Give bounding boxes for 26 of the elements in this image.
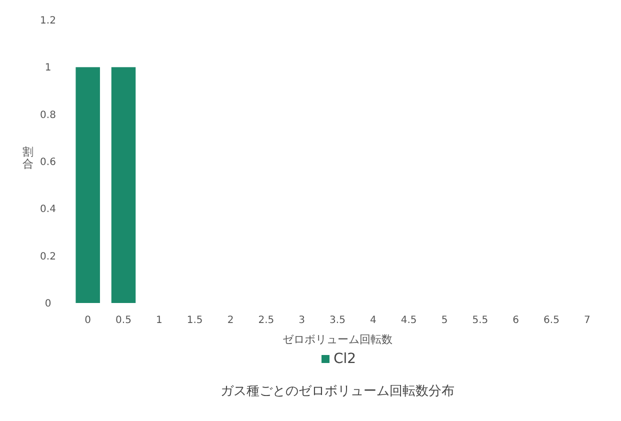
x-tick-label: 1	[156, 315, 162, 326]
y-tick-label: 0.6	[40, 157, 56, 168]
y-tick-label: 0.4	[40, 204, 56, 216]
x-tick-label: 4.5	[400, 315, 417, 326]
x-tick-label: 3	[298, 315, 306, 326]
x-tick-label: 5	[441, 315, 448, 326]
legend-label: Cl2	[334, 351, 356, 367]
text: ガス種ごとのゼロボリューム回転数分布	[220, 384, 454, 399]
x-tick-label: 7	[584, 315, 590, 326]
x-axis-title: ゼロボリューム回転数	[282, 333, 392, 346]
x-tick-label: 6.5	[544, 315, 560, 326]
x-tick-label: 1.5	[186, 315, 203, 326]
x-tick-label: 4	[370, 315, 376, 326]
x-tick-label: 6	[512, 315, 520, 326]
x-tick-label: 5.5	[472, 315, 488, 326]
y-tick-label: 0.8	[40, 110, 56, 121]
y-axis-title: 割合	[22, 146, 34, 170]
x-tick-label: 2.5	[258, 315, 274, 326]
y-tick-label: 1.2	[40, 16, 56, 26]
x-tick-label: 2	[227, 315, 234, 326]
x-tick-label: 0	[84, 315, 92, 326]
y-tick-label: 0	[44, 298, 52, 310]
x-tick-label: 3.5	[330, 315, 346, 326]
y-tick-label: 0.2	[40, 251, 56, 262]
x-tick-label: 0.5	[116, 315, 132, 326]
y-tick-label: 1	[44, 62, 52, 74]
